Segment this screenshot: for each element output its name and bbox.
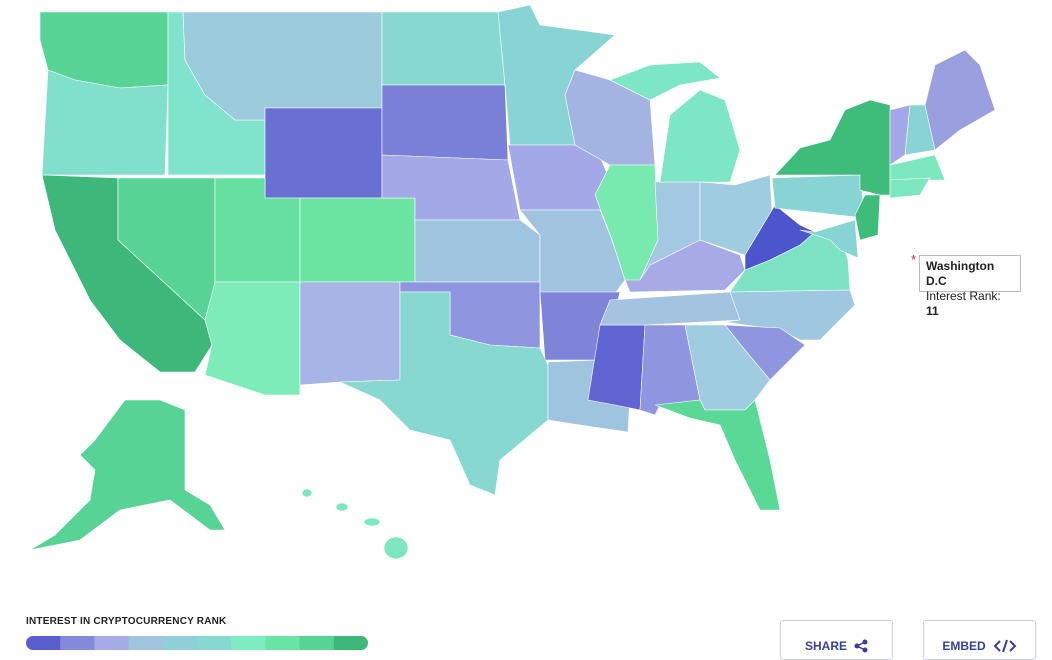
state[interactable]: [29, 399, 226, 551]
legend-swatch: [26, 636, 61, 650]
tooltip-title: Washington D.C: [926, 259, 995, 288]
tooltip-value: 11: [926, 304, 939, 318]
state[interactable]: [724, 289, 856, 341]
legend-swatch: [197, 636, 232, 650]
state[interactable]: [594, 164, 659, 281]
state[interactable]: [924, 49, 996, 151]
legend-swatch: [231, 636, 266, 650]
share-icon: [854, 639, 868, 653]
legend-swatch: [299, 636, 335, 650]
state[interactable]: [264, 107, 383, 199]
embed-button[interactable]: EMBED: [923, 620, 1036, 660]
state[interactable]: [299, 197, 416, 283]
legend: [26, 636, 368, 650]
embed-label: EMBED: [942, 639, 986, 653]
tooltip-row: Interest Rank: 11: [926, 289, 1014, 319]
state[interactable]: [609, 61, 721, 101]
state[interactable]: [335, 502, 349, 512]
state[interactable]: [654, 399, 781, 511]
tooltip-label: Interest Rank:: [926, 289, 1001, 303]
state[interactable]: [771, 174, 866, 219]
state[interactable]: [659, 89, 741, 183]
state[interactable]: [854, 194, 881, 241]
state[interactable]: [774, 99, 891, 196]
share-button[interactable]: SHARE: [780, 620, 893, 660]
state[interactable]: [381, 84, 509, 161]
state[interactable]: [889, 177, 931, 199]
asterisk: *: [911, 252, 917, 267]
state[interactable]: [363, 517, 381, 527]
state[interactable]: [381, 11, 506, 86]
state[interactable]: [204, 281, 301, 396]
embed-icon: [993, 639, 1017, 653]
state[interactable]: [301, 488, 313, 498]
legend-swatch: [60, 636, 95, 650]
state[interactable]: [799, 219, 859, 259]
legend-swatch: [162, 636, 198, 650]
state[interactable]: [339, 291, 549, 496]
state[interactable]: [383, 536, 409, 560]
legend-swatch: [94, 636, 130, 650]
state[interactable]: [889, 154, 946, 181]
share-label: SHARE: [804, 639, 847, 653]
tooltip: Washington D.C Interest Rank: 11: [919, 255, 1021, 318]
state[interactable]: [414, 219, 541, 283]
legend-title: INTEREST IN CRYPTOCURRENCY RANK: [26, 616, 227, 627]
us-map: [29, 4, 996, 560]
legend-swatch: [333, 636, 368, 650]
legend-swatch: [265, 636, 301, 650]
legend-swatch: [128, 636, 164, 650]
state[interactable]: [519, 209, 626, 301]
state[interactable]: [299, 281, 401, 386]
